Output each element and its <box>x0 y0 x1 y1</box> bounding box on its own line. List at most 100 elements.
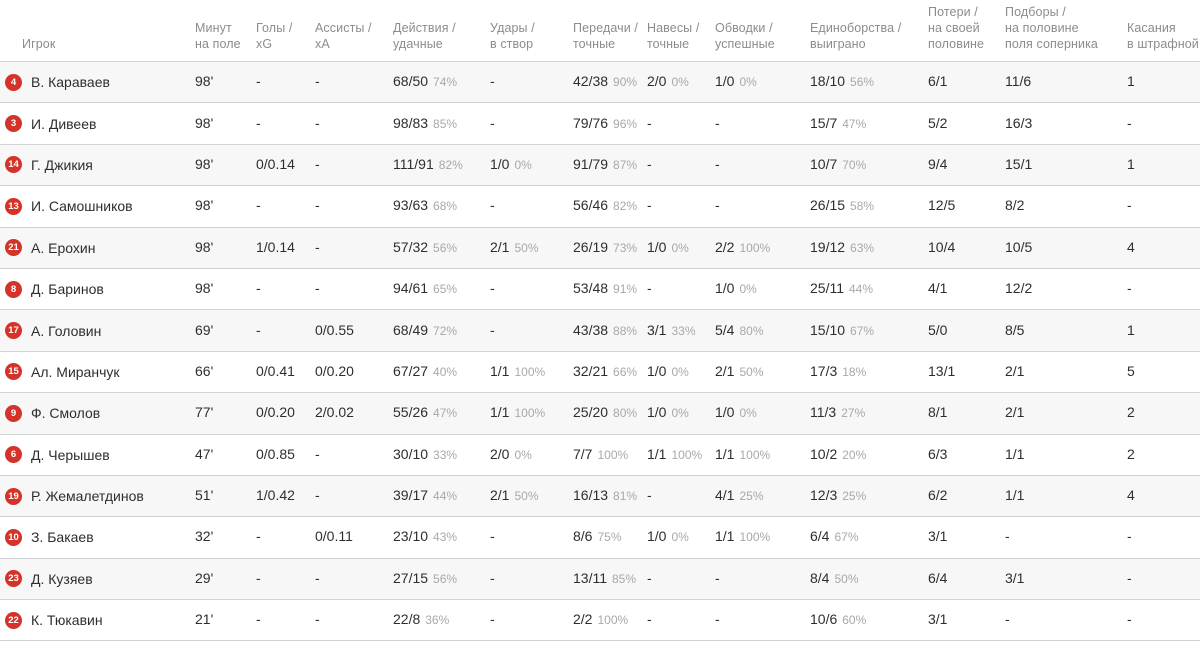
player-name[interactable]: Ф. Смолов <box>31 405 101 422</box>
stat-cell-touches: 4 <box>1127 487 1200 505</box>
stat-value: 1/0 <box>647 362 667 379</box>
table-row[interactable]: 23 Д. Кузяев 29' - -27/15 56% -13/11 85% - -8/4 50… <box>0 558 1200 601</box>
player-name[interactable]: В. Караваев <box>31 74 110 91</box>
stat-cell-dribbles: - <box>715 197 810 215</box>
stat-cell-actions: 111/91 82% <box>393 156 490 174</box>
stat-value: 98' <box>195 155 214 172</box>
stat-percentage: 50% <box>514 240 539 255</box>
stat-cell-passes: 79/76 96% <box>573 115 647 133</box>
table-row[interactable]: 13 И. Самошников 98' - -93/63 68% -56/46 82% - -2… <box>0 186 1200 228</box>
player-name[interactable]: А. Головин <box>31 322 102 339</box>
stat-value: 69' <box>195 321 214 338</box>
stat-percentage: 70% <box>842 157 867 172</box>
stat-cell-shots: 2/1 50% <box>490 487 573 505</box>
stat-value: - <box>1127 611 1132 628</box>
stat-cell-crosses: 1/0 0% <box>647 239 715 257</box>
jersey-number-badge: 13 <box>5 197 22 215</box>
stat-cell-assists-xa: - <box>315 280 393 298</box>
stat-percentage: 60% <box>842 613 867 628</box>
stat-value: 2/1 <box>715 362 735 379</box>
stat-cell-passes: 25/20 80% <box>573 404 647 422</box>
stat-value: 25/11 <box>810 280 844 297</box>
stat-value: - <box>490 73 495 90</box>
player-name[interactable]: Д. Кузяев <box>31 570 93 587</box>
stat-cell-recoveries: 1/1 <box>1005 487 1127 505</box>
stat-value: 0/0.20 <box>256 404 295 421</box>
stat-value: 43/38 <box>573 321 609 338</box>
table-row[interactable]: 19 Р. Жемалетдинов 51' 1/0.42 - 39/17 44% 2/1 50… <box>0 475 1200 518</box>
stat-value: - <box>715 197 720 214</box>
table-row[interactable]: 6 Д. Черышев 47' 0/0.85 - 30/10 33% 2/0 0% 7/7 100… <box>0 434 1200 476</box>
stat-value: - <box>256 528 261 545</box>
column-header-player: Игрок <box>0 36 195 61</box>
player-name[interactable]: Р. Жемалетдинов <box>31 488 144 505</box>
stat-cell-duels: 26/15 58% <box>810 197 928 215</box>
stat-cell-assists-xa: - <box>315 611 393 629</box>
player-name[interactable]: А. Ерохин <box>31 239 96 256</box>
stat-value: 98/83 <box>393 114 429 131</box>
column-header-line: успешные <box>715 37 775 51</box>
table-row[interactable]: 10 З. Бакаев 32' - 0/0.11 23/10 43% - 8/6 75% 1/0 0… <box>0 517 1200 559</box>
stat-value: - <box>256 197 261 214</box>
player-name[interactable]: Д. Черышев <box>31 446 110 463</box>
stat-cell-shots: - <box>490 115 573 133</box>
column-header-line: на поле <box>195 37 241 51</box>
stat-cell-assists-xa: - <box>315 487 393 505</box>
player-name[interactable]: К. Тюкавин <box>31 612 103 629</box>
stat-cell-shots: 2/0 0% <box>490 446 573 464</box>
stat-value: - <box>715 155 720 172</box>
stat-cell-minutes: 29' <box>195 570 256 588</box>
stat-value: 22/8 <box>393 611 421 628</box>
table-row[interactable]: 3 И. Дивеев 98' - -98/83 85% -79/76 96% - -15/7 47… <box>0 103 1200 145</box>
column-header-line: Навесы / <box>647 21 700 35</box>
stat-cell-goals-xg: - <box>256 197 315 215</box>
stat-value: 1/1 <box>490 404 510 421</box>
table-row[interactable]: 21 А. Ерохин 98' 1/0.14 - 57/32 56% 2/1 50% 26/19… <box>0 227 1200 269</box>
stat-value: - <box>490 528 495 545</box>
stat-value: 2/1 <box>490 487 510 504</box>
stat-value: 39/17 <box>393 487 429 504</box>
stat-cell-recoveries: 10/5 <box>1005 239 1127 257</box>
stat-cell-duels: 25/11 44% <box>810 280 928 298</box>
stat-cell-crosses: 2/0 0% <box>647 73 715 91</box>
stat-cell-passes: 8/6 75% <box>573 528 647 546</box>
column-header-line: на половине <box>1005 21 1079 35</box>
player-name[interactable]: И. Самошников <box>31 198 133 215</box>
stat-cell-dribbles: 2/2 100% <box>715 239 810 257</box>
stat-value: 1/0 <box>715 73 735 90</box>
stat-percentage: 33% <box>433 447 458 462</box>
stat-percentage: 20% <box>842 447 867 462</box>
table-row[interactable]: 22 К. Тюкавин 21' - - 22/8 36% - 2/2 100% - - 10/6 60… <box>0 600 1200 642</box>
stat-cell-assists-xa: 2/0.02 <box>315 404 393 422</box>
player-name[interactable]: И. Дивеев <box>31 115 97 132</box>
stat-percentage: 67% <box>834 530 859 545</box>
stat-percentage: 40% <box>433 364 458 379</box>
stat-value: - <box>1127 569 1132 586</box>
stat-cell-losses: 4/1 <box>928 280 1005 298</box>
player-name[interactable]: Д. Баринов <box>31 281 104 298</box>
table-row[interactable]: 9 Ф. Смолов 77' 0/0.20 2/0.02 55/26 47% 1/1 100%… <box>0 393 1200 435</box>
stat-cell-dribbles: 1/0 0% <box>715 73 810 91</box>
table-row[interactable]: 14 Г. Джикия 98' 0/0.14 - 111/91 82% 1/0 0% 91/79… <box>0 144 1200 187</box>
stat-percentage: 47% <box>842 116 867 131</box>
player-name[interactable]: Г. Джикия <box>31 156 93 173</box>
stat-cell-duels: 11/3 27% <box>810 404 928 422</box>
table-row[interactable]: 17 А. Головин 69' - 0/0.55 68/49 72% - 43/38 88% 3… <box>0 310 1200 352</box>
player-name[interactable]: Ал. Миранчук <box>31 363 120 380</box>
stat-value: - <box>315 445 320 462</box>
table-row[interactable]: 4 В. Караваев 98' - -68/50 74% -42/38 90% 2/0 0% 1… <box>0 62 1200 104</box>
table-row[interactable]: 8 Д. Баринов 98' - -94/61 65% -53/48 91% -1/0 0% 2… <box>0 268 1200 311</box>
player-name[interactable]: З. Бакаев <box>31 529 94 546</box>
stat-cell-actions: 94/61 65% <box>393 280 490 298</box>
stat-cell-minutes: 66' <box>195 363 256 381</box>
stat-percentage: 100% <box>597 447 629 462</box>
stat-percentage: 56% <box>850 75 875 90</box>
stat-value: 93/63 <box>393 197 429 214</box>
table-row[interactable]: 15 Ал. Миранчук 66' 0/0.41 0/0.20 67/27 40% 1/1… <box>0 351 1200 394</box>
stat-value: - <box>315 114 320 131</box>
column-header-dribbles: Обводки / успешные <box>715 20 810 61</box>
stat-value: 68/50 <box>393 73 429 90</box>
stat-cell-actions: 27/15 56% <box>393 570 490 588</box>
jersey-number-badge: 21 <box>5 239 22 257</box>
